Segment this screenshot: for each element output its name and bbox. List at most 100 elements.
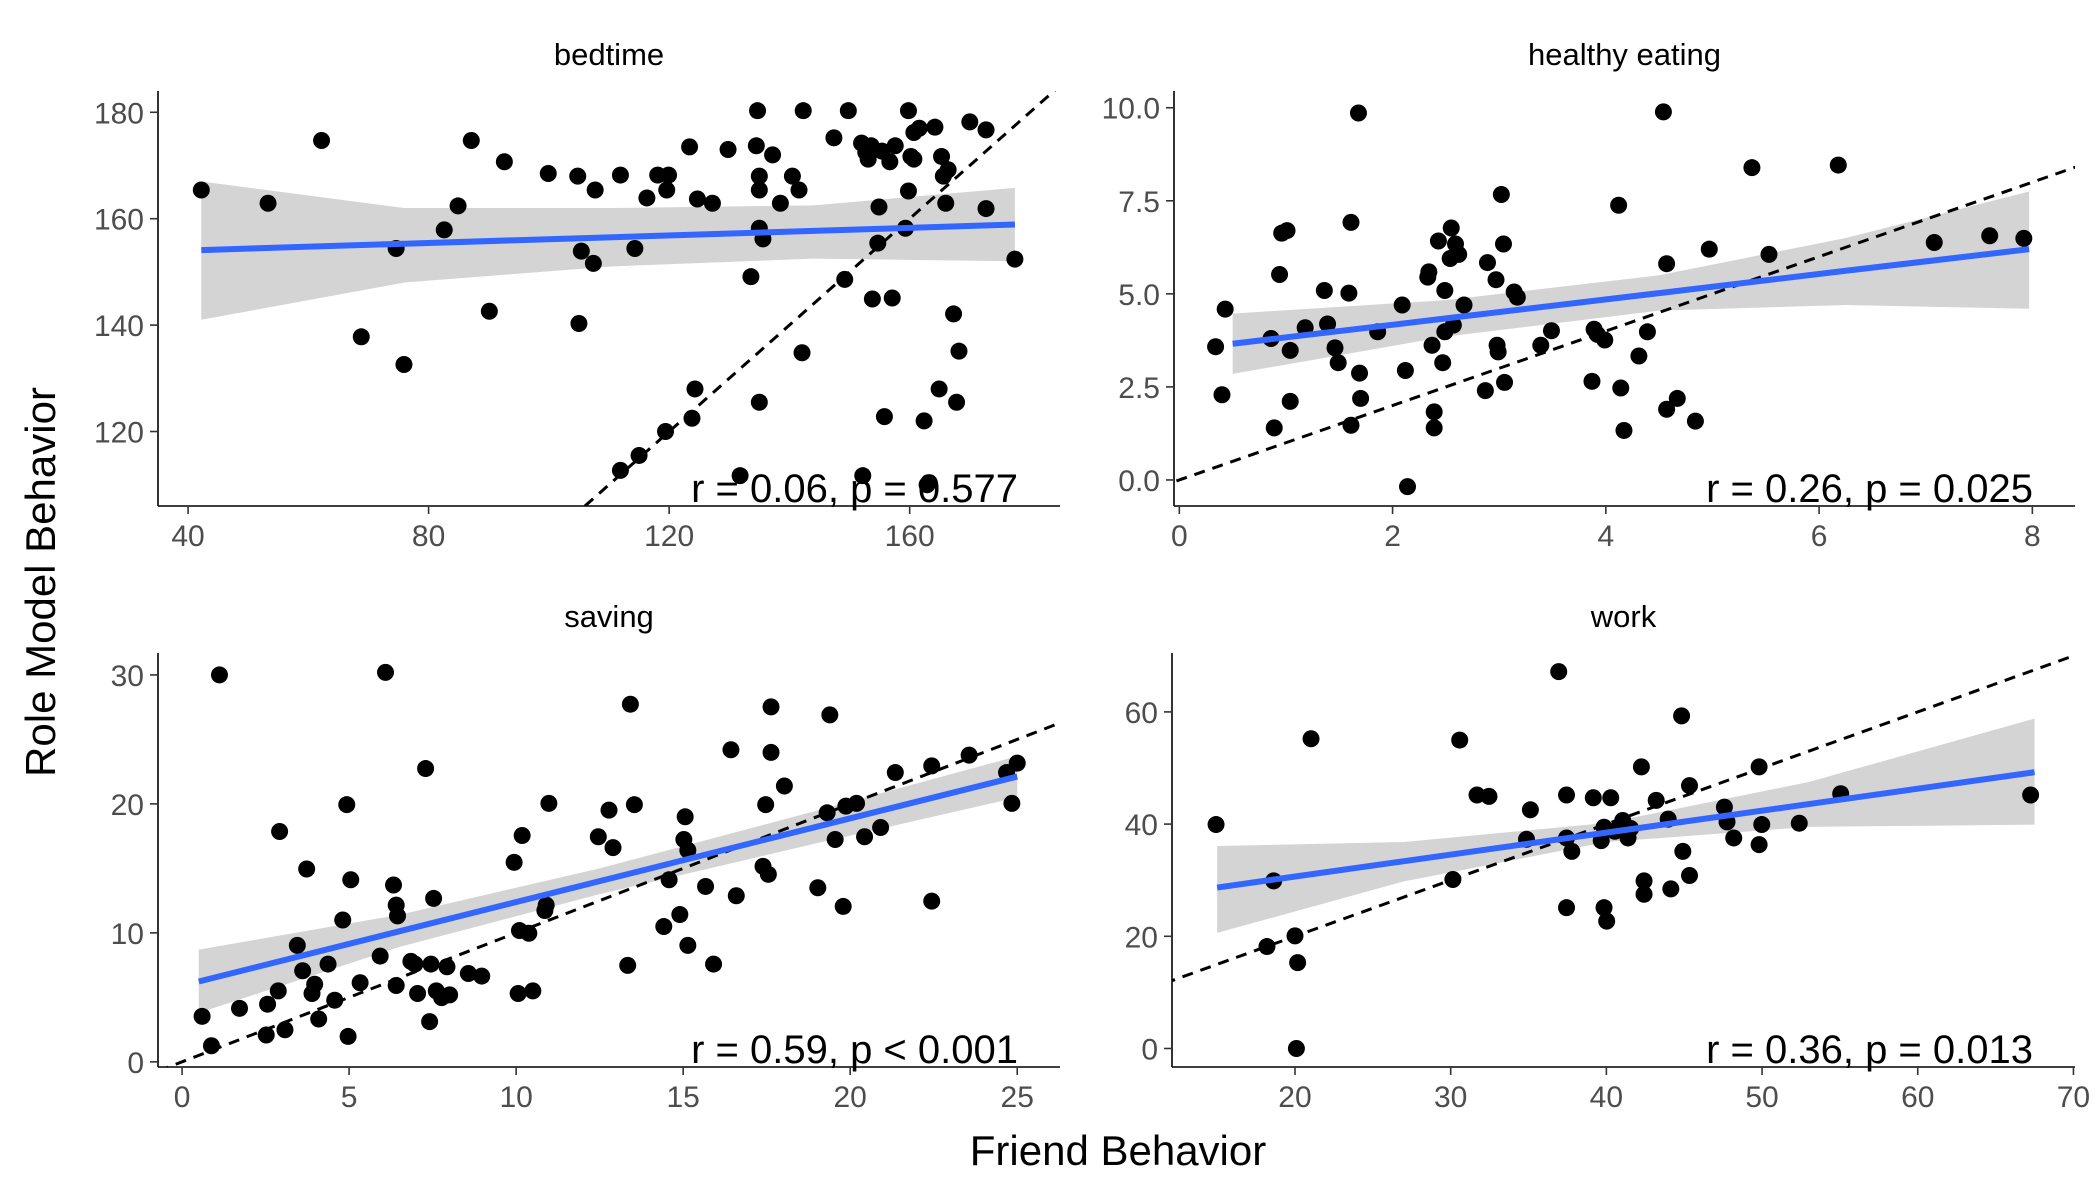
y-tick-label: 180 <box>94 97 144 130</box>
point <box>750 393 768 411</box>
point <box>326 991 344 1009</box>
point <box>1674 842 1692 860</box>
point <box>937 194 955 212</box>
point <box>679 936 697 954</box>
point <box>371 947 389 965</box>
point <box>658 181 676 199</box>
point <box>688 190 706 208</box>
point <box>881 153 899 171</box>
point <box>1558 786 1576 804</box>
point <box>1425 403 1443 421</box>
point <box>859 150 877 168</box>
x-tick-label: 25 <box>1001 1081 1034 1114</box>
fit-line <box>198 773 1018 985</box>
point <box>1423 336 1441 354</box>
point <box>686 380 704 398</box>
point <box>764 146 782 164</box>
point <box>1455 296 1473 314</box>
point <box>1750 836 1768 854</box>
point <box>762 743 780 761</box>
point <box>759 865 777 883</box>
x-tick-label: 2 <box>1384 520 1401 553</box>
fit-line <box>1232 246 2030 347</box>
panel <box>1174 103 2075 496</box>
point <box>727 887 745 905</box>
point <box>435 221 453 239</box>
y-tick-label: 0.0 <box>1118 465 1160 498</box>
point <box>1662 880 1680 898</box>
point <box>202 1037 220 1055</box>
annotation: r = 0.06, p = 0.577 <box>691 467 1018 511</box>
point <box>306 975 324 993</box>
point <box>1396 362 1414 380</box>
point <box>1319 315 1337 333</box>
point <box>1612 379 1630 397</box>
point <box>1673 707 1691 725</box>
point <box>818 804 836 822</box>
point <box>1760 245 1778 263</box>
point <box>1342 416 1360 434</box>
point <box>1615 421 1633 439</box>
point <box>1207 816 1225 834</box>
point <box>660 166 678 184</box>
point <box>310 1010 328 1028</box>
point <box>762 698 780 716</box>
point <box>319 955 337 973</box>
point <box>271 822 289 840</box>
point <box>459 964 477 982</box>
point <box>1508 288 1526 306</box>
point <box>750 167 768 185</box>
point <box>2022 786 2040 804</box>
point <box>731 467 749 485</box>
x-tick-label: 120 <box>644 520 694 553</box>
point <box>794 102 812 120</box>
point <box>417 760 435 778</box>
point <box>1393 296 1411 314</box>
point <box>339 1027 357 1045</box>
point <box>625 796 643 814</box>
identity-line <box>1172 653 2075 983</box>
point <box>945 305 963 323</box>
point <box>1450 245 1468 263</box>
point <box>977 121 995 139</box>
point <box>438 958 456 976</box>
point <box>1281 392 1299 410</box>
point <box>839 102 857 120</box>
point <box>1281 341 1299 359</box>
facet-title: work <box>1590 599 1657 634</box>
point <box>757 796 775 814</box>
point <box>387 976 405 994</box>
point <box>783 167 801 185</box>
point <box>1632 758 1650 776</box>
point <box>1925 233 1943 251</box>
point <box>462 131 480 149</box>
point <box>655 918 673 936</box>
x-tick-label: 50 <box>1745 1081 1778 1114</box>
point <box>1596 331 1614 349</box>
point <box>1635 872 1653 890</box>
point <box>441 986 459 1004</box>
point <box>539 164 557 182</box>
point <box>1630 347 1648 365</box>
y-tick-label: 140 <box>94 310 144 343</box>
y-tick-label: 5.0 <box>1118 279 1160 312</box>
point <box>809 879 827 897</box>
point <box>334 911 352 929</box>
point <box>657 423 675 441</box>
point <box>960 746 978 764</box>
point <box>1442 219 1460 237</box>
confidence-band <box>198 756 1018 1013</box>
x-tick-label: 30 <box>1434 1081 1467 1114</box>
point <box>697 877 715 895</box>
point <box>676 808 694 826</box>
point <box>826 830 844 848</box>
x-tick-label: 60 <box>1901 1081 1934 1114</box>
point <box>1480 787 1498 805</box>
point <box>1532 336 1550 354</box>
point <box>660 871 678 889</box>
point <box>1265 419 1283 437</box>
y-tick-label: 40 <box>1125 809 1158 842</box>
point <box>719 141 737 159</box>
x-tick-label: 8 <box>2024 520 2041 553</box>
point <box>600 801 618 819</box>
